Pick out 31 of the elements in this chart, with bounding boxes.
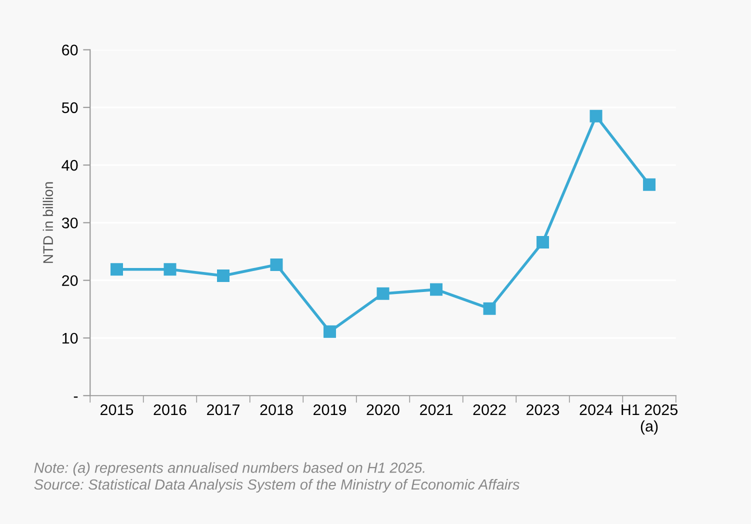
point xyxy=(643,178,656,191)
y-tick-label: 60 xyxy=(62,44,78,56)
point xyxy=(324,325,336,338)
y-tick-label: - xyxy=(74,396,78,398)
y-tick-label: 10 xyxy=(62,332,78,344)
x-tick-label: 2018 xyxy=(260,404,293,416)
point xyxy=(270,258,283,272)
y-tick-label: 20 xyxy=(62,275,78,286)
point xyxy=(110,263,123,276)
point xyxy=(430,283,443,296)
x-tick-label: 2015 xyxy=(100,404,134,416)
y-tick-label: 40 xyxy=(62,160,78,171)
point xyxy=(590,110,602,122)
x-tick-label: 2022 xyxy=(473,404,506,416)
x-tick-label: H1 2025 (a) xyxy=(622,404,678,435)
point xyxy=(376,287,390,300)
x-tick-label: 2021 xyxy=(420,404,453,416)
x-tick-label: 2020 xyxy=(366,404,400,416)
x-tick-label: 2023 xyxy=(526,404,560,416)
text: Note: (a) represents annualised numbers based on H1 2025. Source: Statistical Data Analysis System of the Ministry of Economic Affairs xyxy=(34,462,520,493)
y-tick-label: 30 xyxy=(62,218,78,228)
x-tick-label: 2019 xyxy=(314,404,346,416)
point xyxy=(483,302,496,315)
point xyxy=(217,269,230,282)
point xyxy=(164,263,176,276)
y-tick-label: 50 xyxy=(62,102,78,114)
x-tick-label: 2024 xyxy=(580,404,613,416)
x-tick-label: 2017 xyxy=(207,404,240,416)
y-axis-title: NTD in billion xyxy=(42,182,54,263)
x-tick-label: 2016 xyxy=(154,404,186,416)
point xyxy=(536,236,550,249)
